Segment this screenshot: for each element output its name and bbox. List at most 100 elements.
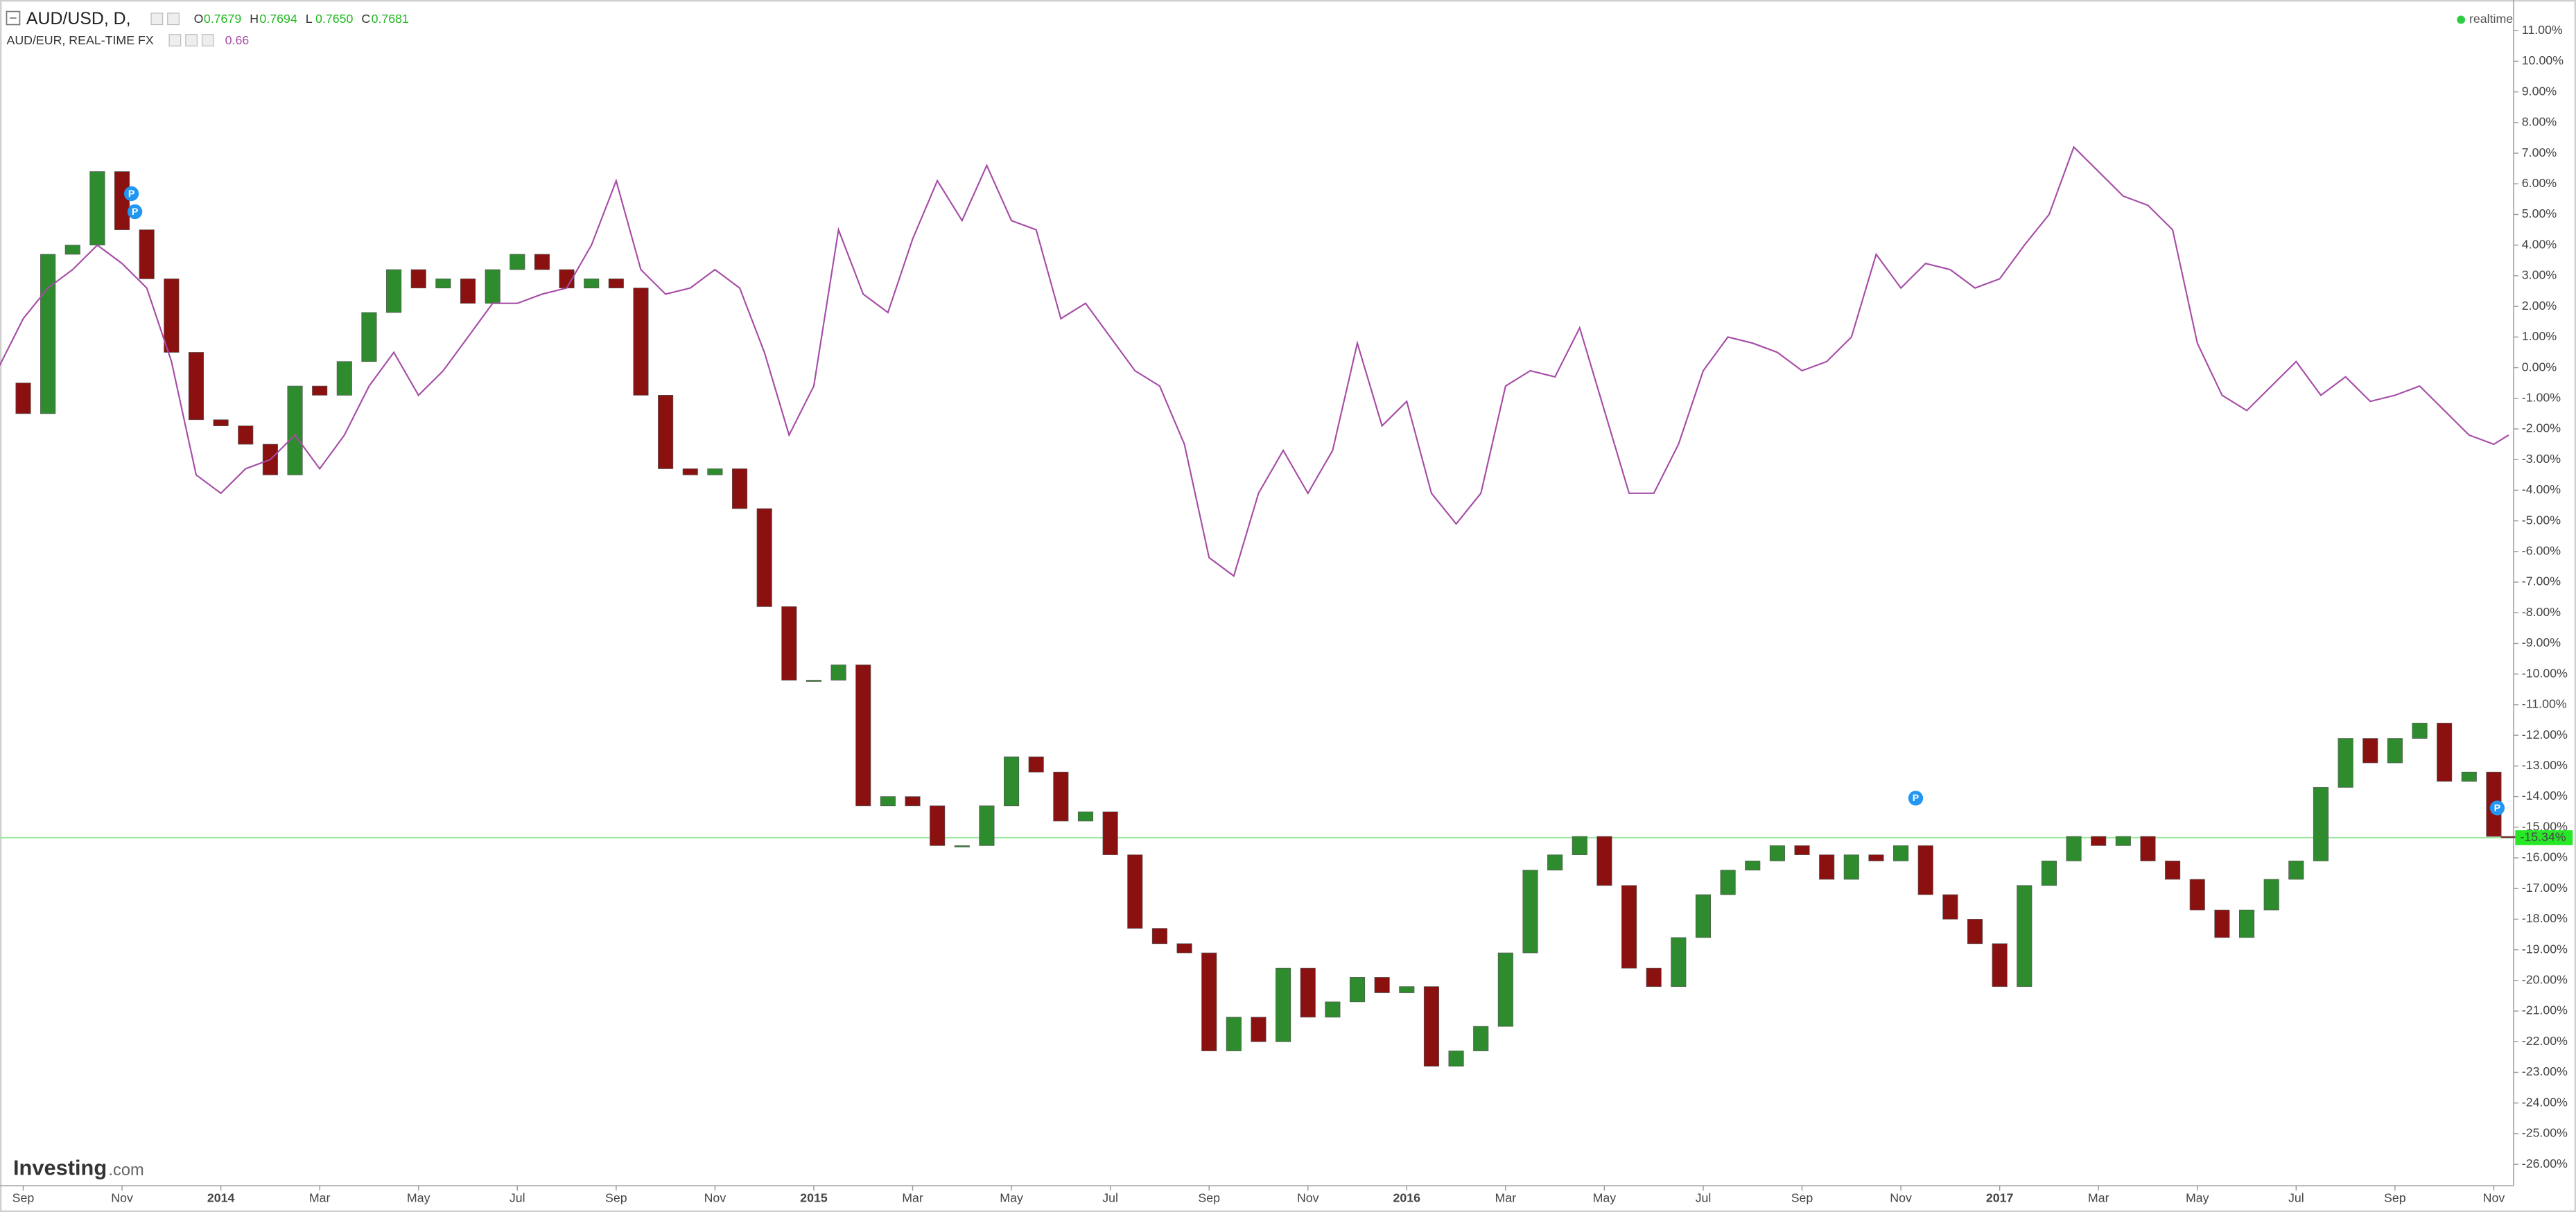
event-label: P <box>2494 802 2500 814</box>
x-tick-label: May <box>1593 1191 1617 1205</box>
event-label: P <box>1913 793 1919 804</box>
candle <box>1942 894 1958 920</box>
candle <box>139 229 155 279</box>
y-tick-label: -4.00% <box>2522 482 2561 496</box>
y-tick-label: -7.00% <box>2522 574 2561 588</box>
x-tick-label: Mar <box>309 1191 331 1205</box>
candle <box>238 425 254 445</box>
candle <box>1077 811 1094 822</box>
candle <box>1646 967 1662 987</box>
ohlc-value: 0.7679 <box>204 12 241 26</box>
candle <box>2115 836 2131 846</box>
candle <box>1276 967 1291 1042</box>
candle <box>806 680 822 682</box>
candle <box>756 508 772 607</box>
candle <box>880 796 896 807</box>
x-tick-label: 2014 <box>207 1191 235 1205</box>
x-tick-label: Jul <box>510 1191 525 1205</box>
candle <box>1794 845 1810 855</box>
candle <box>410 269 426 288</box>
x-tick-label: Nov <box>704 1191 726 1205</box>
candle <box>1374 977 1390 993</box>
settings-button[interactable] <box>150 12 164 26</box>
ohlc-value: 0.7681 <box>372 12 409 26</box>
y-tick-label: -24.00% <box>2522 1095 2568 1109</box>
y-tick-label: -20.00% <box>2522 973 2568 987</box>
x-tick-label: Sep <box>2384 1191 2406 1205</box>
x-tick-label: 2015 <box>800 1191 828 1205</box>
y-tick-label: 2.00% <box>2522 299 2557 313</box>
event-marker <box>123 186 139 202</box>
candle <box>2500 836 2516 838</box>
candle <box>2461 771 2477 782</box>
candle <box>361 312 377 362</box>
y-tick-label: 8.00% <box>2522 115 2557 129</box>
y-tick-label: -13.00% <box>2522 758 2568 772</box>
candle <box>2140 836 2156 861</box>
candle <box>1226 1017 1242 1051</box>
candle <box>386 269 402 313</box>
ohlc-value: 0.7694 <box>259 12 297 26</box>
x-tick-label: 2016 <box>1393 1191 1421 1205</box>
candle <box>954 845 970 847</box>
candle <box>1102 811 1118 855</box>
x-tick-label: Sep <box>1791 1191 1813 1205</box>
logo: Investing .com <box>13 1156 144 1180</box>
candle <box>2313 787 2329 861</box>
x-tick-label: Nov <box>111 1191 133 1205</box>
candle <box>979 805 995 846</box>
settings-button[interactable] <box>168 34 182 46</box>
y-tick-label: 7.00% <box>2522 146 2557 159</box>
y-tick-label: -19.00% <box>2522 942 2568 956</box>
y-tick-label: -10.00% <box>2522 666 2568 680</box>
candle <box>1300 967 1316 1018</box>
close-button[interactable] <box>167 12 180 26</box>
candle <box>1004 756 1020 807</box>
last-value-tag <box>2515 830 2573 845</box>
x-tick-label: Jul <box>2288 1191 2304 1205</box>
y-tick-label: 3.00% <box>2522 268 2557 282</box>
candle <box>2066 836 2082 861</box>
x-tick-label: Sep <box>12 1191 35 1205</box>
candle <box>1843 854 1859 880</box>
candle <box>534 254 550 270</box>
y-tick-label: 9.00% <box>2522 84 2557 98</box>
candle <box>707 468 723 475</box>
candle <box>213 419 229 426</box>
event-marker <box>127 204 143 220</box>
hide-button[interactable] <box>185 34 198 46</box>
candle <box>1917 845 1933 895</box>
series-last-value: 0.66 <box>225 33 250 47</box>
candle <box>1349 977 1366 1003</box>
candle <box>1720 870 1736 895</box>
x-tick-label: Mar <box>1495 1191 1517 1205</box>
close-button[interactable] <box>201 34 214 46</box>
x-tick-label: May <box>407 1191 430 1205</box>
candle <box>2214 909 2230 938</box>
x-tick-label: Mar <box>2088 1191 2109 1205</box>
y-tick-label: 4.00% <box>2522 237 2557 251</box>
x-tick-label: May <box>2186 1191 2209 1205</box>
candle <box>1893 845 1909 861</box>
candle <box>2165 861 2181 880</box>
candle <box>485 269 501 304</box>
y-tick-label: -21.00% <box>2522 1003 2568 1017</box>
ohlc-key: O <box>194 12 204 26</box>
x-tick-label: Mar <box>902 1191 923 1205</box>
candle <box>855 665 871 807</box>
candle <box>1053 771 1069 822</box>
y-tick-label: -6.00% <box>2522 544 2561 558</box>
y-tick-label: -22.00% <box>2522 1034 2568 1048</box>
candle <box>1176 943 1192 954</box>
candle <box>1151 928 1167 945</box>
candle <box>781 606 797 680</box>
event-marker <box>1908 791 1924 806</box>
candle <box>930 805 946 846</box>
candle <box>2412 723 2428 739</box>
candle <box>312 385 328 396</box>
candle <box>287 385 303 475</box>
candle <box>1028 756 1044 773</box>
y-tick-label: -5.00% <box>2522 513 2561 527</box>
candle <box>1695 894 1712 938</box>
